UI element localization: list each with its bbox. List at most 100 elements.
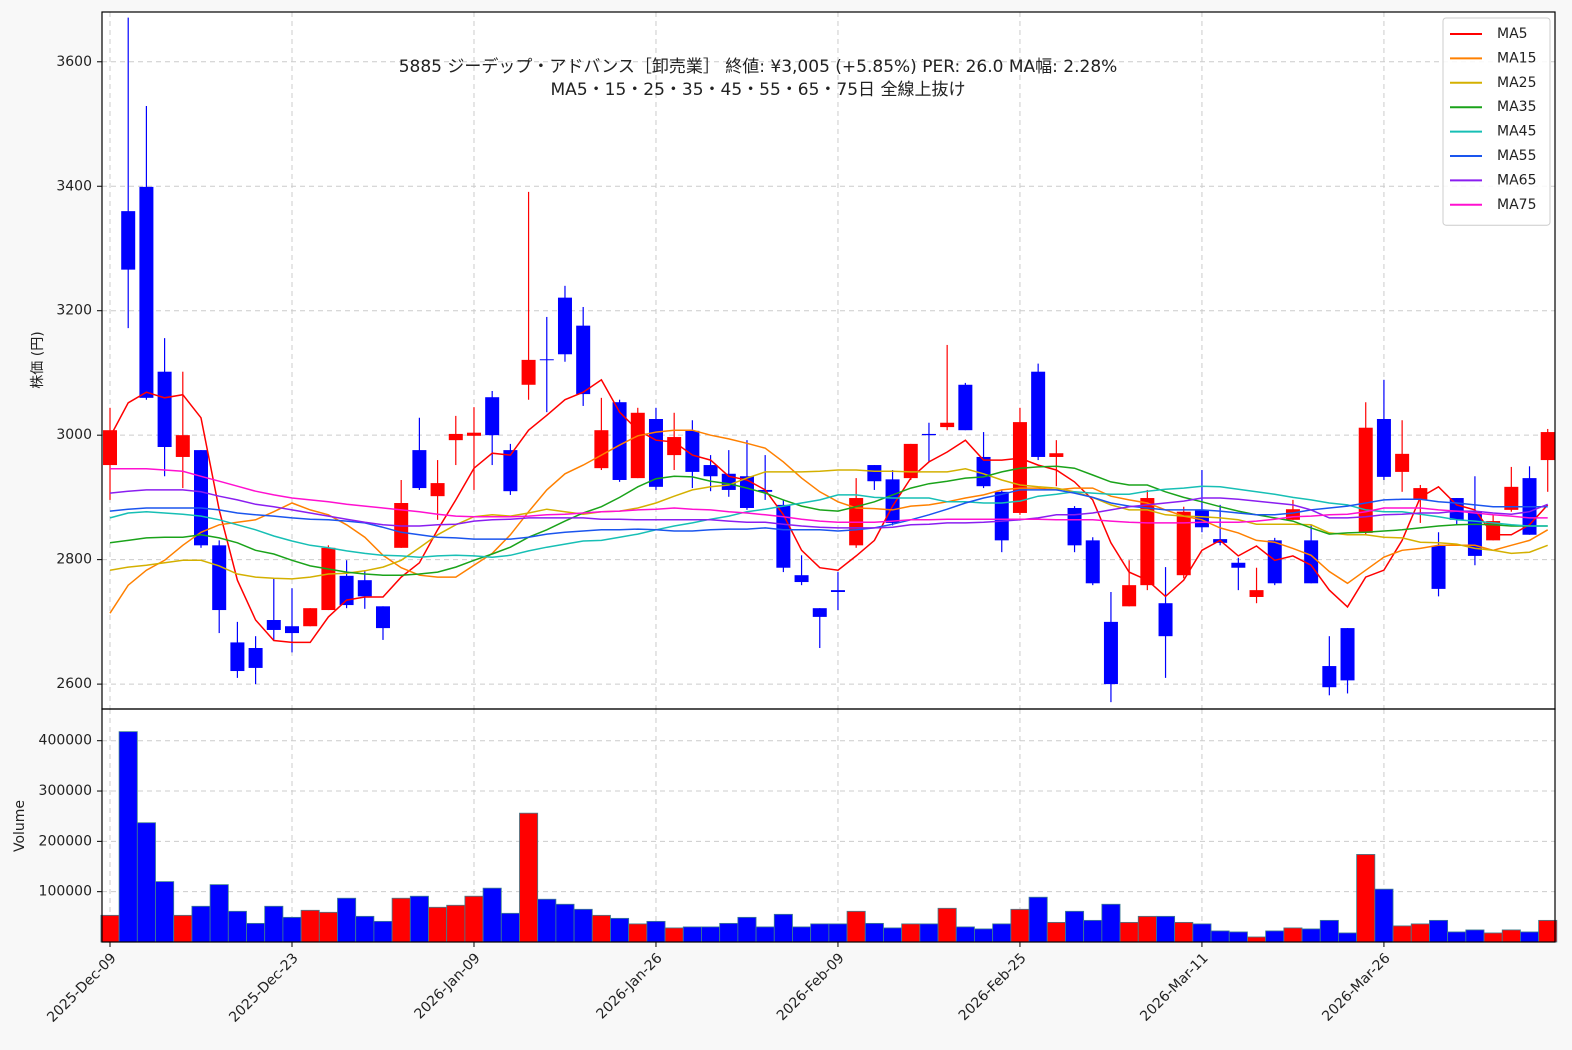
- volume-frame: [101, 708, 1556, 943]
- x-tick-label: 2025-Dec-23: [226, 950, 301, 1025]
- volume-bar: [682, 926, 702, 943]
- volume-bar: [446, 904, 466, 943]
- legend-label: MA65: [1497, 172, 1536, 188]
- volume-bar: [937, 907, 957, 943]
- volume-bar: [1410, 923, 1430, 943]
- volume-bar: [719, 922, 739, 943]
- volume-bar: [227, 910, 247, 943]
- volume-bar: [391, 897, 411, 943]
- volume-plot-area: [102, 709, 1555, 942]
- candle-body: [648, 418, 663, 487]
- lines-layer: [109, 378, 1549, 644]
- volume-bar: [1319, 919, 1339, 943]
- volume-bar: [282, 916, 302, 943]
- volume-bar: [755, 926, 775, 943]
- y-tick-label: 2800: [56, 552, 92, 568]
- candle-body: [1322, 666, 1337, 688]
- y-tick-label: 3600: [56, 54, 92, 70]
- price-plot-area: [102, 12, 1555, 709]
- volume-bar: [300, 909, 320, 943]
- candle-body: [303, 608, 318, 627]
- candle-body: [375, 606, 390, 629]
- candle-body: [1049, 453, 1064, 457]
- legend-label: MA55: [1497, 148, 1536, 164]
- candle-body: [1285, 509, 1300, 520]
- volume-bar: [955, 926, 975, 943]
- volume-bar: [555, 903, 575, 943]
- candle-body: [940, 422, 955, 428]
- volume-bar: [409, 895, 429, 943]
- x-tick-label: 2025-Dec-09: [44, 950, 119, 1025]
- candle-body: [557, 297, 572, 355]
- candle-body: [175, 435, 190, 457]
- candle-body: [248, 648, 263, 668]
- candle-body: [339, 575, 354, 606]
- y-tick-label: 3400: [56, 178, 92, 194]
- volume-bar: [883, 927, 903, 943]
- y-tick-label: 2600: [56, 676, 92, 692]
- volume-bar: [100, 914, 120, 943]
- volume-bar: [901, 923, 921, 943]
- volume-bar: [1265, 930, 1285, 943]
- chart-title: 5885 ジーデップ・アドバンス［卸売業］ 終値: ¥3,005 (+5.85%…: [399, 56, 1118, 77]
- volume-bar: [1083, 919, 1103, 943]
- candle-body: [521, 359, 536, 385]
- x-tick-label: 2026-Jan-26: [594, 950, 666, 1022]
- candle-body: [139, 186, 154, 398]
- volume-bar: [1356, 854, 1376, 943]
- volume-bar: [573, 908, 593, 943]
- candle-body: [703, 465, 718, 477]
- candle-body: [230, 642, 245, 672]
- volume-tick-label: 300000: [39, 783, 92, 799]
- ma-line: [109, 378, 1549, 644]
- y-tick-label: 3200: [56, 303, 92, 319]
- candle-body: [739, 476, 754, 508]
- candle-body: [630, 412, 645, 479]
- legend-label: MA15: [1497, 50, 1536, 66]
- volume-tick-label: 200000: [39, 833, 92, 849]
- x-tick-label: 2026-Jan-09: [412, 950, 484, 1022]
- volume-axis-label: Volume: [12, 800, 28, 852]
- candle-body: [1249, 590, 1264, 597]
- candle-body: [194, 450, 209, 546]
- volume-bar: [1046, 921, 1066, 943]
- volume-bar: [1520, 931, 1540, 943]
- volume-bar: [646, 920, 666, 943]
- volume-bar: [1174, 921, 1194, 943]
- volume-bar: [209, 884, 229, 943]
- legend-label: MA45: [1497, 124, 1536, 140]
- candle-body: [1540, 432, 1555, 461]
- volume-bar: [1538, 919, 1558, 943]
- volume-bar: [664, 927, 684, 943]
- candle-body: [921, 433, 936, 436]
- volume-bar: [464, 895, 484, 943]
- volume-tick-label: 400000: [39, 733, 92, 749]
- volume-bar: [810, 923, 830, 943]
- candle-body: [612, 402, 627, 480]
- ma-line: [109, 465, 1548, 576]
- candle-body: [1376, 418, 1391, 477]
- ma-line: [110, 468, 1548, 524]
- candle-body: [594, 430, 609, 469]
- volume-bar: [628, 923, 648, 943]
- volume-bar: [1483, 932, 1503, 943]
- candle-body: [1449, 498, 1464, 520]
- marks-layer: [100, 17, 1558, 943]
- candle-body: [903, 443, 918, 479]
- ma-line: [109, 489, 1548, 540]
- candle-body: [1504, 486, 1519, 510]
- volume-bar: [482, 887, 502, 943]
- volume-bar: [1137, 915, 1157, 943]
- candle-body: [1431, 545, 1446, 589]
- candle-body: [1231, 562, 1246, 568]
- candle-body: [503, 450, 518, 492]
- volume-bar: [992, 923, 1012, 943]
- legend-label: MA25: [1497, 75, 1536, 91]
- volume-bar: [264, 905, 284, 943]
- volume-bar: [974, 928, 994, 943]
- candle-body: [157, 371, 172, 448]
- volume-bar: [1156, 915, 1176, 943]
- candle-body: [430, 483, 445, 497]
- volume-bar: [373, 920, 393, 943]
